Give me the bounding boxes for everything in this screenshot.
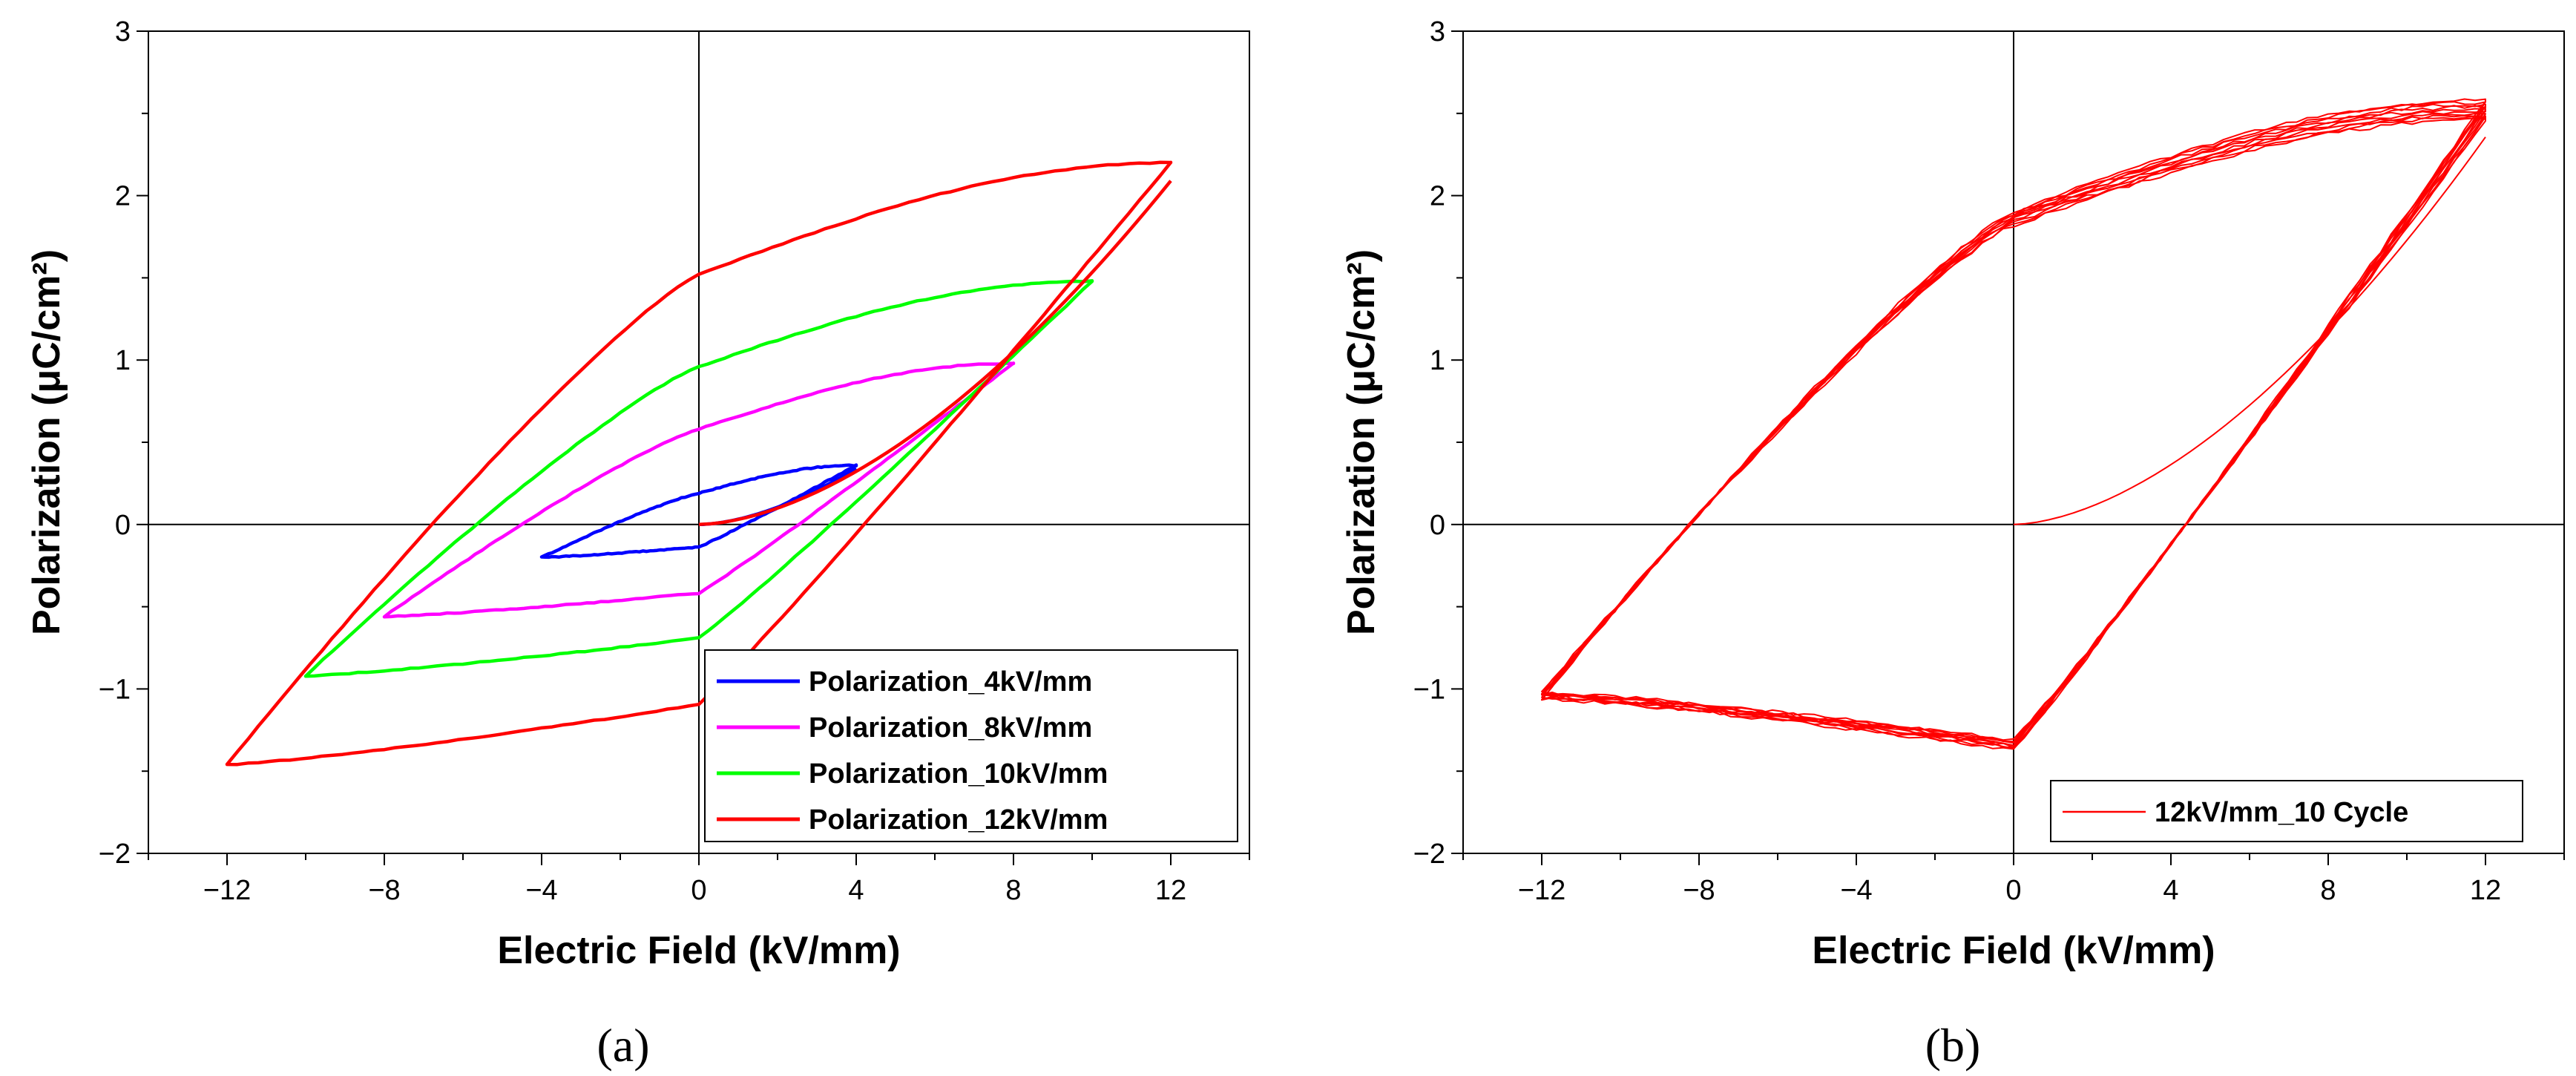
x-tick-label: 12	[2470, 875, 2501, 906]
legend-label: Polarization_12kV/mm	[809, 804, 1108, 836]
x-axis-title: Electric Field (kV/mm)	[1812, 929, 2215, 972]
x-tick-label: 8	[2320, 875, 2336, 906]
x-tick-label: 4	[848, 875, 864, 906]
x-tick-label: 0	[2005, 875, 2021, 906]
x-tick-label: 4	[2163, 875, 2178, 906]
x-axis-title: Electric Field (kV/mm)	[497, 929, 900, 972]
y-tick-label: −2	[99, 839, 131, 870]
y-axis-title: Polarization (μC/cm²)	[25, 249, 68, 635]
y-tick-label: 1	[115, 345, 131, 376]
legend-label: Polarization_4kV/mm	[809, 666, 1092, 698]
legend: 12kV/mm_10 Cycle	[2051, 781, 2523, 842]
x-tick-label: −8	[368, 875, 400, 906]
panel-b: −12 −8 −4 0 4 8 12−2−10123Electric Field (kV/m…	[1340, 16, 2564, 1072]
y-tick-label: −1	[99, 674, 131, 705]
x-tick-label: 8	[1005, 875, 1021, 906]
y-tick-label: −2	[1413, 839, 1445, 870]
legend: Polarization_4kV/mm Polarization_8kV/mm Po…	[705, 650, 1238, 842]
panel-a: −12 −8 −4 0 4 8 12−2−10123Electric Field (kV/m…	[25, 16, 1249, 1072]
figure: −12 −8 −4 0 4 8 12−2−10123Electric Field (kV/m…	[0, 0, 2576, 1076]
x-tick-label: −4	[1840, 875, 1872, 906]
y-tick-label: 3	[1430, 16, 1445, 47]
y-tick-label: −1	[1413, 674, 1445, 705]
x-tick-label: −12	[1518, 875, 1565, 906]
y-tick-label: 2	[1430, 181, 1445, 212]
y-tick-label: 1	[1430, 345, 1445, 376]
panel-label: (b)	[1925, 1019, 1981, 1072]
y-tick-label: 0	[1430, 510, 1445, 541]
legend-label: 12kV/mm_10 Cycle	[2155, 797, 2408, 828]
x-tick-label: 0	[691, 875, 706, 906]
y-tick-label: 2	[115, 181, 131, 212]
x-tick-label: 12	[1155, 875, 1186, 906]
x-tick-label: −12	[203, 875, 251, 906]
y-tick-label: 3	[115, 16, 131, 47]
panel-label: (a)	[597, 1019, 649, 1072]
legend-label: Polarization_8kV/mm	[809, 712, 1092, 744]
y-tick-label: 0	[115, 510, 131, 541]
series-initial-branch-3	[699, 181, 1171, 525]
x-tick-label: −4	[525, 875, 557, 906]
x-tick-label: −8	[1683, 875, 1715, 906]
legend-label: Polarization_10kV/mm	[809, 758, 1108, 790]
y-axis-title: Polarization (μC/cm²)	[1340, 249, 1383, 635]
